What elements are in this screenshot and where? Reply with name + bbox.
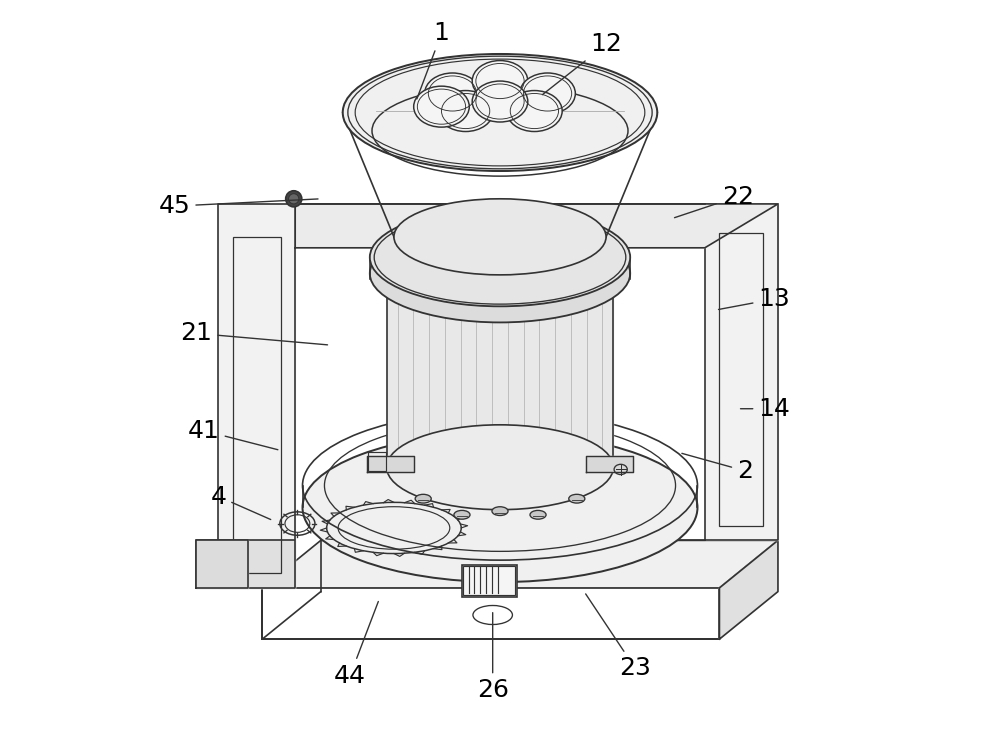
Text: 4: 4 [210,484,271,520]
Ellipse shape [286,191,302,207]
Text: 14: 14 [740,397,790,421]
Polygon shape [295,204,778,248]
Ellipse shape [520,73,575,114]
Text: 21: 21 [181,321,328,346]
Ellipse shape [394,199,606,275]
Bar [262,588,719,639]
Text: 23: 23 [586,594,651,680]
Text: 45: 45 [159,194,318,218]
Bar [463,566,515,595]
Bar [719,233,763,525]
Ellipse shape [507,91,562,131]
Polygon shape [586,456,633,472]
Ellipse shape [492,507,508,515]
Polygon shape [719,540,778,639]
Ellipse shape [387,234,613,320]
Text: 1: 1 [417,21,449,99]
Ellipse shape [472,60,528,102]
Ellipse shape [425,73,480,114]
Ellipse shape [289,194,299,204]
Bar [462,565,517,597]
Ellipse shape [414,86,469,127]
Text: 26: 26 [477,612,509,702]
Ellipse shape [569,495,585,503]
Polygon shape [262,540,778,588]
Polygon shape [367,456,414,472]
Ellipse shape [454,511,470,519]
Ellipse shape [303,433,697,582]
Ellipse shape [415,495,431,503]
Text: 41: 41 [188,419,278,450]
Bar [368,452,386,471]
Text: 44: 44 [334,601,378,688]
Ellipse shape [472,81,528,122]
Text: 13: 13 [719,287,790,311]
Polygon shape [218,204,295,588]
Text: 22: 22 [675,184,754,217]
Polygon shape [394,237,606,257]
Text: 12: 12 [542,32,622,94]
Polygon shape [705,204,778,540]
Ellipse shape [370,209,630,307]
Ellipse shape [370,224,630,322]
Polygon shape [196,540,295,588]
Ellipse shape [343,54,657,171]
Polygon shape [387,277,613,467]
Polygon shape [196,540,248,588]
Bar [233,237,281,573]
Text: 2: 2 [682,453,753,483]
Ellipse shape [438,91,493,131]
Ellipse shape [530,511,546,519]
Ellipse shape [387,425,613,510]
